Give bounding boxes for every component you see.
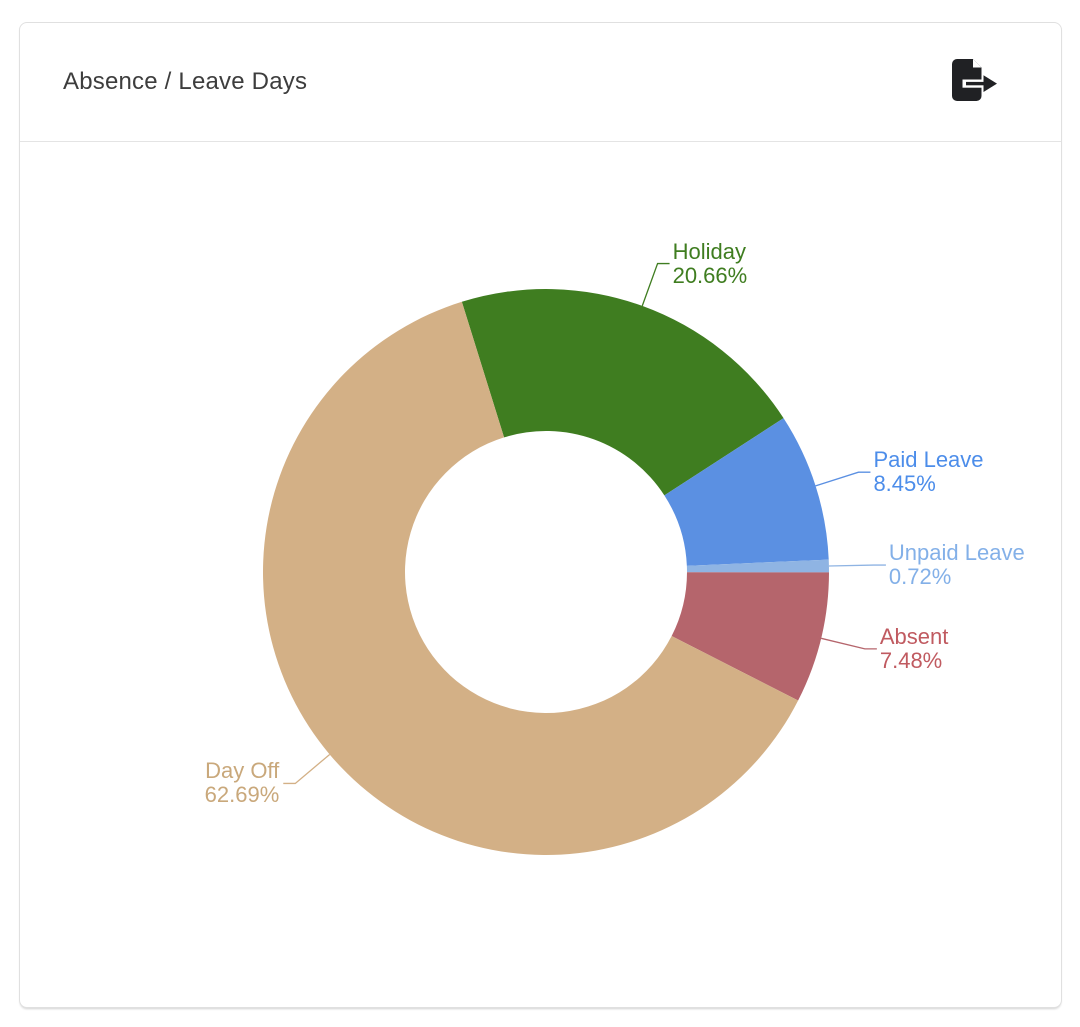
pie-label-percent: 20.66% [672,262,748,288]
pie-segment-paid-leave[interactable] [664,418,829,566]
card-header: Absence / Leave Days [20,23,1061,142]
pie-label-name: Unpaid Leave [888,540,1025,566]
file-export-icon [952,59,998,105]
pie-label-percent: 8.45% [873,471,936,497]
absence-leave-days-card: Absence / Leave Days Holiday 20.66% Paid L… [19,22,1062,1008]
pie-label-absent: Absent 7.48% [879,623,949,673]
pie-label-percent: 0.72% [888,564,952,590]
pie-segment-holiday[interactable] [461,289,784,496]
pie-label-percent: 62.69% [204,782,280,808]
pie-label-unpaid-leave: Unpaid Leave 0.72% [889,541,1025,589]
pie-segment-day-off[interactable] [263,301,799,855]
pie-label-name: Holiday [672,238,746,264]
export-button[interactable] [949,58,1001,106]
donut-chart-svg [263,262,886,855]
pie-label-day-off: Day Off 62.69% [205,759,280,807]
pie-segment-absent[interactable] [671,572,829,701]
card-title: Absence / Leave Days [63,68,308,95]
pie-label-name: Absent [879,623,949,649]
pie-label-name: Day Off [205,758,280,784]
pie-segment-unpaid-leave[interactable] [686,559,829,573]
pie-label-paid-leave: Paid Leave 8.45% [873,448,983,496]
pie-label-holiday: Holiday 20.66% [672,238,748,288]
pie-label-percent: 7.48% [879,647,943,673]
pie-label-name: Paid Leave [873,447,984,473]
